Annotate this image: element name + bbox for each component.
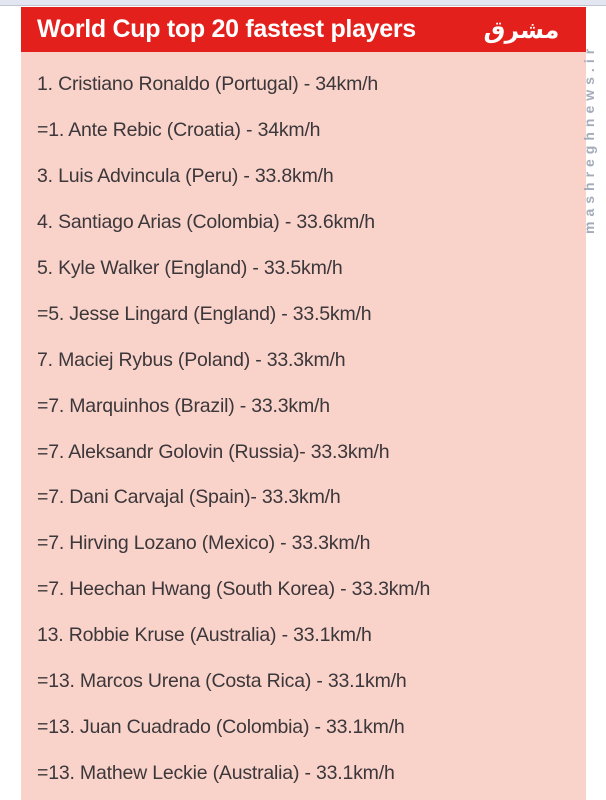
infographic: World Cup top 20 fastest players مشرق 1.… — [21, 7, 586, 800]
list-item: =13. Mathew Leckie (Australia) - 33.1km/… — [37, 761, 395, 784]
list-item: 1. Cristiano Ronaldo (Portugal) - 34km/h — [37, 73, 378, 96]
list-item: =5. Jesse Lingard (England) - 33.5km/h — [37, 302, 372, 325]
list-item: =7. Aleksandr Golovin (Russia)- 33.3km/h — [37, 440, 390, 463]
list-item: =7. Heechan Hwang (South Korea) - 33.3km… — [37, 578, 431, 601]
list-item: =1. Ante Rebic (Croatia) - 34km/h — [37, 119, 321, 142]
list-item: =7. Hirving Lozano (Mexico) - 33.3km/h — [37, 532, 371, 555]
list-item: 7. Maciej Rybus (Poland) - 33.3km/h — [37, 348, 346, 371]
list-item: 13. Robbie Kruse (Australia) - 33.1km/h — [37, 624, 372, 647]
top-strip — [0, 0, 606, 6]
list-item: =7. Dani Carvajal (Spain)- 33.3km/h — [37, 486, 341, 509]
list-item: =13. Marcos Urena (Costa Rica) - 33.1km/… — [37, 670, 407, 693]
list-item: =13. Juan Cuadrado (Colombia) - 33.1km/h — [37, 715, 405, 738]
list-item: =7. Marquinhos (Brazil) - 33.3km/h — [37, 394, 330, 417]
mashregh-logo: مشرق — [483, 15, 561, 44]
list-item: 3. Luis Advincula (Peru) - 33.8km/h — [37, 165, 334, 188]
list-item: 4. Santiago Arias (Colombia) - 33.6km/h — [37, 211, 375, 234]
watermark: mashreghnews.ir — [581, 43, 597, 234]
page-title: World Cup top 20 fastest players — [37, 15, 416, 43]
infographic-header: World Cup top 20 fastest players مشرق — [21, 7, 586, 52]
player-list: 1. Cristiano Ronaldo (Portugal) - 34km/h… — [21, 52, 586, 800]
list-item: 5. Kyle Walker (England) - 33.5km/h — [37, 257, 343, 279]
